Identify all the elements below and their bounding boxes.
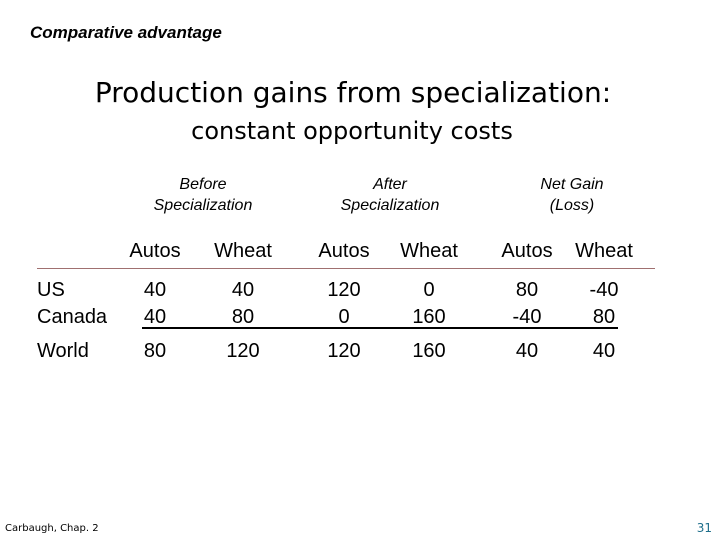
table-cell: 40 xyxy=(143,279,167,301)
table-cell: 80 xyxy=(515,279,539,301)
row-label: World xyxy=(37,340,89,362)
table-cell: 40 xyxy=(515,340,539,362)
column-header: Autos xyxy=(318,240,370,262)
table-cell: 40 xyxy=(231,279,255,301)
group-header-line: Specialization xyxy=(340,197,440,214)
table-cell: 40 xyxy=(592,340,616,362)
header-divider xyxy=(37,268,655,269)
group-header-line: (Loss) xyxy=(549,197,595,214)
column-header: Wheat xyxy=(400,240,458,262)
table-cell: 160 xyxy=(412,306,446,328)
row-label: Canada xyxy=(37,306,108,328)
slide-title: Production gains from specialization: xyxy=(94,76,612,109)
sum-underline xyxy=(142,327,618,329)
table-cell: 0 xyxy=(338,306,350,328)
slide-subtitle: constant opportunity costs xyxy=(191,117,513,145)
table-cell: 40 xyxy=(143,306,167,328)
table-cell: 120 xyxy=(327,340,361,362)
group-header-line: Before xyxy=(179,176,227,193)
column-header: Autos xyxy=(129,240,181,262)
group-header-before: Before Specialization xyxy=(103,174,303,216)
group-header-net-gain: Net Gain (Loss) xyxy=(472,174,672,216)
group-header-line: Net Gain xyxy=(540,176,604,193)
footer-source: Carbaugh, Chap. 2 xyxy=(5,523,99,534)
slide-kicker: Comparative advantage xyxy=(30,23,222,42)
table-cell: 0 xyxy=(423,279,435,301)
table-cell: -40 xyxy=(589,279,619,301)
column-header: Autos xyxy=(501,240,553,262)
column-header: Wheat xyxy=(575,240,633,262)
row-label: US xyxy=(37,279,65,301)
group-header-line: Specialization xyxy=(153,197,253,214)
group-header-line: After xyxy=(373,176,407,193)
page-number: 31 xyxy=(696,521,712,535)
table-cell: 160 xyxy=(412,340,446,362)
table-cell: -40 xyxy=(512,306,542,328)
group-header-after: After Specialization xyxy=(290,174,490,216)
table-cell: 80 xyxy=(592,306,616,328)
column-header: Wheat xyxy=(214,240,272,262)
table-cell: 80 xyxy=(143,340,167,362)
table-cell: 120 xyxy=(226,340,260,362)
table-cell: 80 xyxy=(231,306,255,328)
table-cell: 120 xyxy=(327,279,361,301)
